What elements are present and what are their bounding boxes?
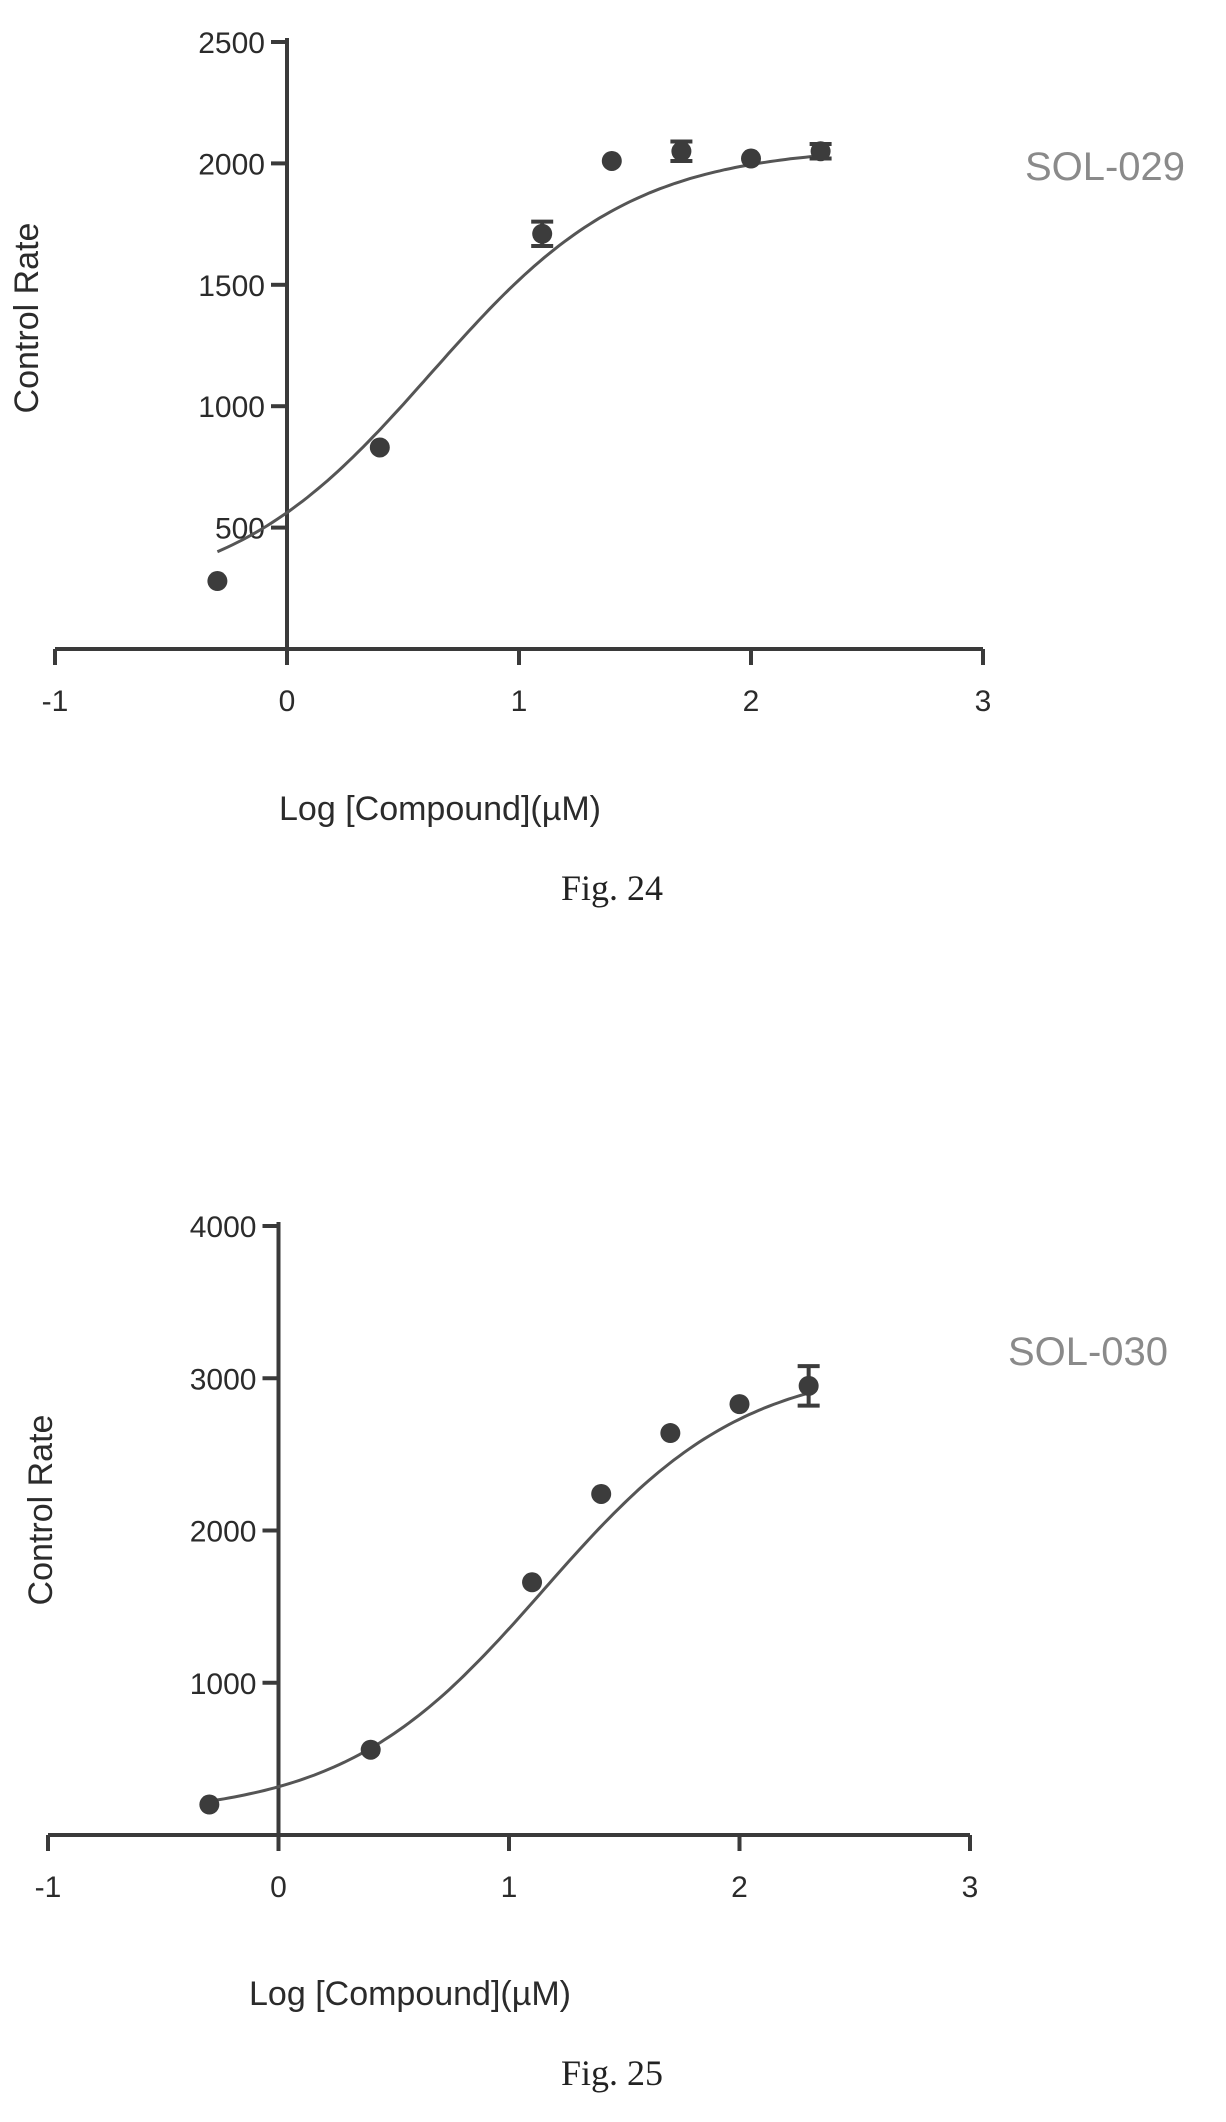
x-tick-label: 3 — [975, 685, 992, 718]
data-point — [798, 1375, 819, 1396]
x-tick-label: -1 — [35, 1871, 62, 1904]
data-point — [741, 148, 761, 169]
data-point — [207, 571, 228, 592]
fit-curve — [216, 154, 821, 554]
data-point — [532, 223, 553, 244]
y-tick-label: 1500 — [198, 270, 265, 303]
x-tick-label: 2 — [731, 1871, 748, 1904]
x-tick-label: 0 — [279, 685, 296, 718]
x-axis-label: Log [Compound](µM) — [249, 1975, 571, 2013]
data-point — [729, 1394, 750, 1415]
y-axis-label: Control Rate — [22, 1415, 60, 1606]
y-tick-label: 2000 — [198, 148, 265, 181]
chart-fig-25: -1 0 1 2 3 1000 2000 3000 4000 Control Rate Log [C… — [22, 1211, 1168, 2093]
x-tick-label: 0 — [270, 1871, 287, 1904]
series-label: SOL-030 — [1008, 1330, 1168, 1374]
data-point — [369, 437, 390, 458]
y-axis-label: Control Rate — [8, 223, 46, 414]
fit-curve — [209, 1391, 810, 1803]
y-tick-label: 1000 — [190, 1668, 257, 1701]
figure-caption: Fig. 25 — [561, 2053, 663, 2093]
x-tick-label: 1 — [501, 1871, 518, 1904]
data-point — [660, 1423, 681, 1444]
data-point — [591, 1483, 612, 1504]
figure-caption: Fig. 24 — [561, 868, 663, 908]
series-label: SOL-029 — [1025, 145, 1185, 189]
data-point — [522, 1572, 543, 1593]
data-point — [810, 141, 831, 162]
y-tick-label: 1000 — [198, 391, 265, 424]
y-tick-label: 3000 — [190, 1363, 257, 1396]
data-point — [601, 150, 622, 171]
x-tick-label: 2 — [743, 685, 760, 718]
x-axis-label: Log [Compound](µM) — [279, 790, 601, 828]
x-tick-label: 3 — [962, 1871, 979, 1904]
y-tick-label: 2500 — [198, 27, 265, 60]
x-tick-label: -1 — [42, 685, 69, 718]
y-tick-label: 4000 — [190, 1211, 257, 1244]
data-point — [671, 141, 692, 162]
x-tick-label: 1 — [511, 685, 528, 718]
data-point — [199, 1794, 220, 1815]
data-point — [360, 1739, 381, 1760]
y-tick-label: 2000 — [190, 1516, 257, 1549]
